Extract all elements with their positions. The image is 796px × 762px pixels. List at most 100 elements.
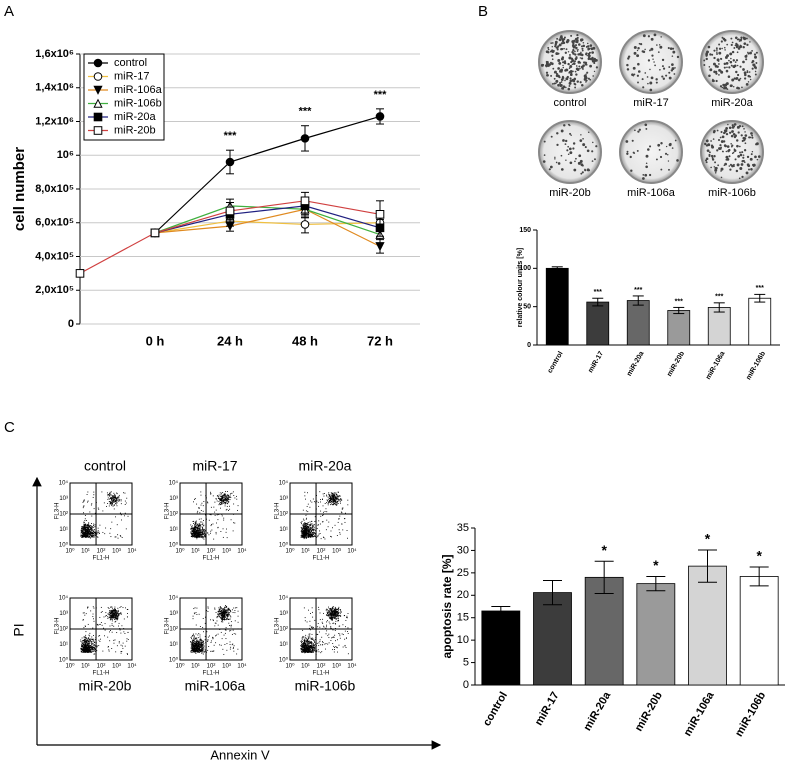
event-dot: [194, 534, 196, 536]
event-dot: [199, 649, 201, 651]
event-dot: [82, 642, 84, 644]
event-dot: [113, 613, 115, 615]
event-dot: [328, 501, 330, 503]
event-dot: [303, 535, 305, 537]
event-dot: [94, 531, 96, 533]
event-dot: [117, 537, 119, 539]
event-dot: [207, 640, 209, 642]
event-dot: [110, 496, 112, 498]
colony-dot: [559, 36, 562, 39]
event-dot: [305, 535, 307, 537]
event-dot: [316, 536, 318, 538]
y-tick-label: 10⁰: [169, 657, 179, 664]
event-dot: [207, 606, 209, 608]
event-dot: [308, 648, 310, 650]
event-dot: [115, 499, 117, 501]
event-dot: [216, 616, 218, 618]
event-dot: [195, 520, 197, 522]
event-dot: [347, 499, 349, 501]
event-dot: [108, 501, 110, 503]
event-dot: [302, 524, 304, 526]
colony-dot: [736, 64, 739, 67]
event-dot: [195, 645, 197, 647]
event-dot: [199, 651, 201, 653]
colony-dot: [556, 46, 559, 49]
event-dot: [230, 610, 231, 612]
colony-dot: [548, 65, 550, 68]
event-dot: [110, 606, 112, 608]
event-dot: [331, 493, 333, 495]
event-dot: [220, 621, 222, 623]
event-dot: [226, 498, 228, 500]
event-dot: [84, 636, 86, 638]
x-tick-label: 10²: [207, 549, 216, 555]
event-dot: [227, 619, 229, 620]
event-dot: [114, 500, 116, 502]
event-dot: [323, 537, 325, 539]
event-dot: [83, 499, 85, 501]
event-dot: [309, 642, 311, 644]
colony-dot: [723, 86, 726, 90]
event-dot: [214, 608, 216, 610]
bar: [626, 300, 650, 346]
colony-dot: [580, 53, 584, 57]
colony-dot: [574, 70, 577, 73]
event-dot: [127, 653, 128, 655]
event-dot: [87, 641, 89, 643]
colony-dot: [557, 52, 560, 55]
event-dot: [306, 530, 307, 532]
event-dot: [314, 650, 316, 652]
event-dot: [195, 645, 197, 647]
event-dot: [94, 638, 96, 640]
event-dot: [334, 493, 336, 495]
event-dot: [91, 526, 93, 527]
colony-dot: [554, 156, 556, 159]
event-dot: [226, 496, 228, 498]
x-tick-label: 10¹: [81, 549, 90, 555]
significance-label: *: [756, 548, 762, 564]
event-dot: [333, 497, 335, 499]
event-dot: [107, 503, 109, 504]
event-dot: [91, 532, 93, 534]
colony-dot: [568, 147, 572, 151]
event-dot: [335, 496, 337, 498]
event-dot: [302, 536, 304, 538]
colony-dot: [650, 76, 654, 80]
event-dot: [123, 628, 125, 629]
event-dot: [201, 652, 203, 654]
event-dot: [304, 530, 305, 532]
event-dot: [206, 518, 207, 520]
event-dot: [83, 527, 85, 529]
event-dot: [226, 617, 228, 619]
event-dot: [82, 528, 84, 530]
y-tick-label: 10³: [169, 496, 178, 502]
event-dot: [227, 609, 229, 611]
event-dot: [304, 524, 306, 526]
event-dot: [221, 608, 223, 610]
event-dot: [302, 533, 304, 535]
event-dot: [222, 500, 223, 502]
event-dot: [83, 649, 85, 651]
event-dot: [113, 609, 115, 611]
event-dot: [202, 653, 204, 655]
event-dot: [308, 647, 310, 649]
event-dot: [203, 645, 205, 647]
event-dot: [114, 619, 116, 620]
event-dot: [333, 495, 335, 497]
colony-dot: [560, 78, 564, 81]
event-dot: [334, 500, 335, 502]
colony-dot: [717, 164, 720, 167]
event-dot: [93, 535, 95, 537]
event-dot: [93, 531, 95, 533]
event-dot: [193, 533, 195, 535]
event-dot: [198, 536, 200, 538]
y-tick-label: 0: [527, 342, 531, 349]
event-dot: [202, 528, 204, 530]
event-dot: [193, 528, 195, 530]
colony-dot: [726, 158, 730, 161]
event-dot: [305, 524, 307, 526]
event-dot: [203, 647, 205, 649]
event-dot: [191, 531, 193, 533]
event-dot: [116, 632, 118, 634]
event-dot: [314, 645, 315, 647]
